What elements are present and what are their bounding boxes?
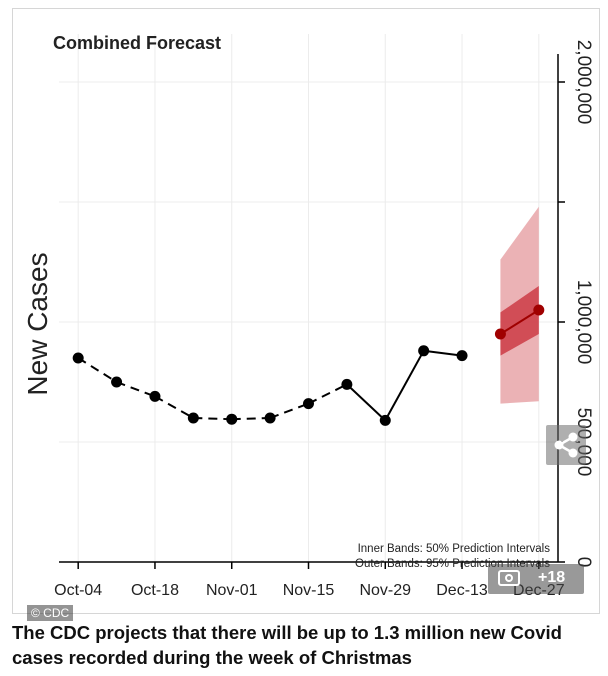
share-icon xyxy=(554,432,578,458)
series-segment xyxy=(423,349,463,357)
data-point xyxy=(418,345,430,357)
series-segment xyxy=(77,357,118,383)
image-credit: © CDC xyxy=(27,605,74,621)
series-segment xyxy=(154,395,194,419)
share-button[interactable] xyxy=(546,425,586,465)
chart: 0500,0001,000,0002,000,000Oct-04Oct-18No… xyxy=(22,33,594,599)
data-point xyxy=(264,412,276,424)
prediction-band xyxy=(500,286,539,356)
chart-title: Combined Forecast xyxy=(53,33,221,53)
y-tick-label: 0 xyxy=(573,557,594,568)
data-point xyxy=(533,304,545,316)
series-segment xyxy=(231,417,271,421)
series-segment xyxy=(193,417,232,421)
series-segment xyxy=(346,383,386,422)
data-point xyxy=(72,352,84,364)
series-segment xyxy=(116,381,156,398)
data-point xyxy=(379,414,391,426)
x-tick-label: Nov-01 xyxy=(206,582,258,599)
y-axis-label: New Cases xyxy=(22,252,53,395)
data-point xyxy=(303,398,314,410)
gallery-button[interactable]: +18 xyxy=(488,564,584,594)
image-caption: The CDC projects that there will be up t… xyxy=(12,622,562,668)
x-tick-label: Nov-29 xyxy=(359,582,411,599)
data-point xyxy=(456,350,468,362)
data-point xyxy=(187,412,199,424)
y-tick-label: 2,000,000 xyxy=(573,40,594,125)
x-tick-label: Dec-13 xyxy=(436,582,488,599)
x-tick-label: Oct-04 xyxy=(54,582,102,599)
series-segment xyxy=(384,350,425,421)
gallery-count: +18 xyxy=(538,569,566,586)
data-point xyxy=(111,376,123,388)
legend-entry: Inner Bands: 50% Prediction Intervals xyxy=(358,543,551,555)
x-tick-label: Nov-15 xyxy=(283,582,335,599)
data-point xyxy=(494,328,506,340)
camera-icon xyxy=(498,570,520,586)
y-tick-label: 1,000,000 xyxy=(573,280,594,365)
x-tick-label: Oct-18 xyxy=(131,582,179,599)
data-point xyxy=(149,390,161,402)
data-point xyxy=(341,378,353,390)
data-point xyxy=(226,413,238,425)
series-segment xyxy=(499,309,540,335)
series-segment xyxy=(269,402,309,419)
chart-figure: 0500,0001,000,0002,000,000Oct-04Oct-18No… xyxy=(12,8,600,621)
series-segment xyxy=(308,383,348,405)
